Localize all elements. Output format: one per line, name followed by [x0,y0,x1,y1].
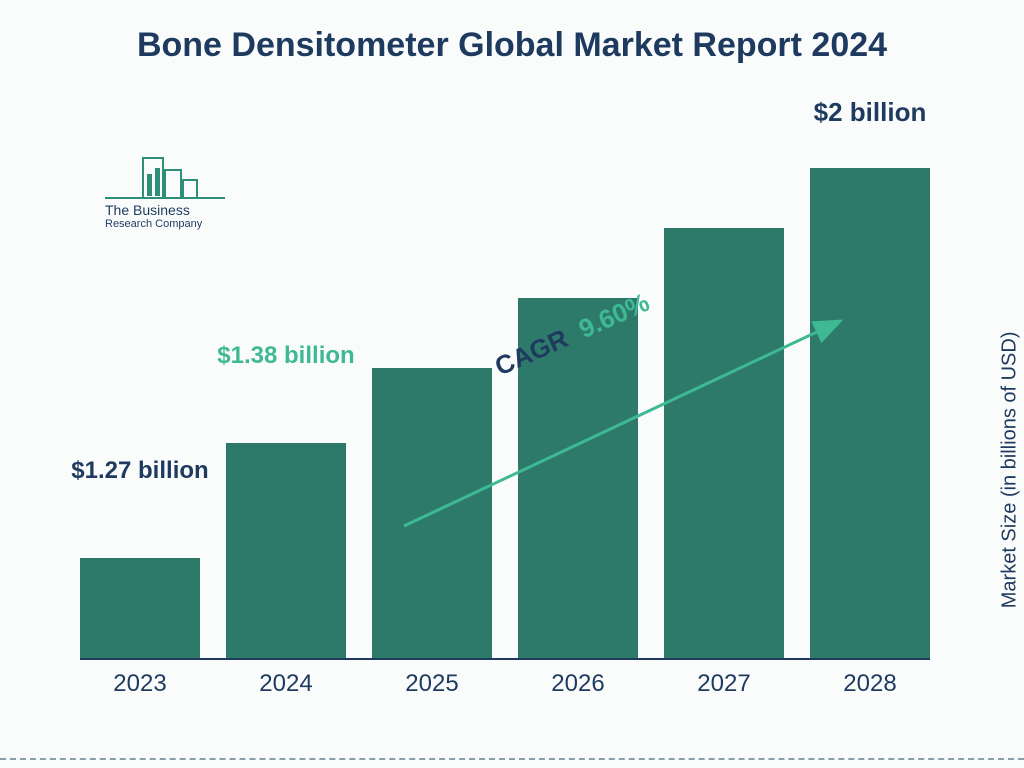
bar-value-label: $1.27 billion [56,457,224,486]
bar [664,228,784,658]
bar-value-label: $2 billion [786,97,954,128]
x-tick-label: 2024 [226,664,346,700]
bar-col: $1.38 billion [226,443,346,658]
bar-chart: $1.27 billion $1.38 billion $2 billion 202… [80,140,930,700]
bars-container: $1.27 billion $1.38 billion $2 billion [80,160,930,660]
footer-divider [0,758,1024,760]
bar [226,443,346,658]
bar [80,558,200,658]
x-axis-labels: 2023 2024 2025 2026 2027 2028 [80,664,930,700]
page-title: Bone Densitometer Global Market Report 2… [0,0,1024,67]
x-tick-label: 2028 [810,664,930,700]
bar [372,368,492,658]
x-tick-label: 2025 [372,664,492,700]
x-tick-label: 2023 [80,664,200,700]
y-axis-label: Market Size (in billions of USD) [999,332,1022,609]
bar [518,298,638,658]
bar-col: $2 billion [810,168,930,658]
bar-col [664,228,784,658]
bar-col [372,368,492,658]
bar [810,168,930,658]
x-tick-label: 2026 [518,664,638,700]
bar-col [518,298,638,658]
bar-col: $1.27 billion [80,558,200,658]
x-tick-label: 2027 [664,664,784,700]
bar-value-label: $1.38 billion [202,342,370,371]
